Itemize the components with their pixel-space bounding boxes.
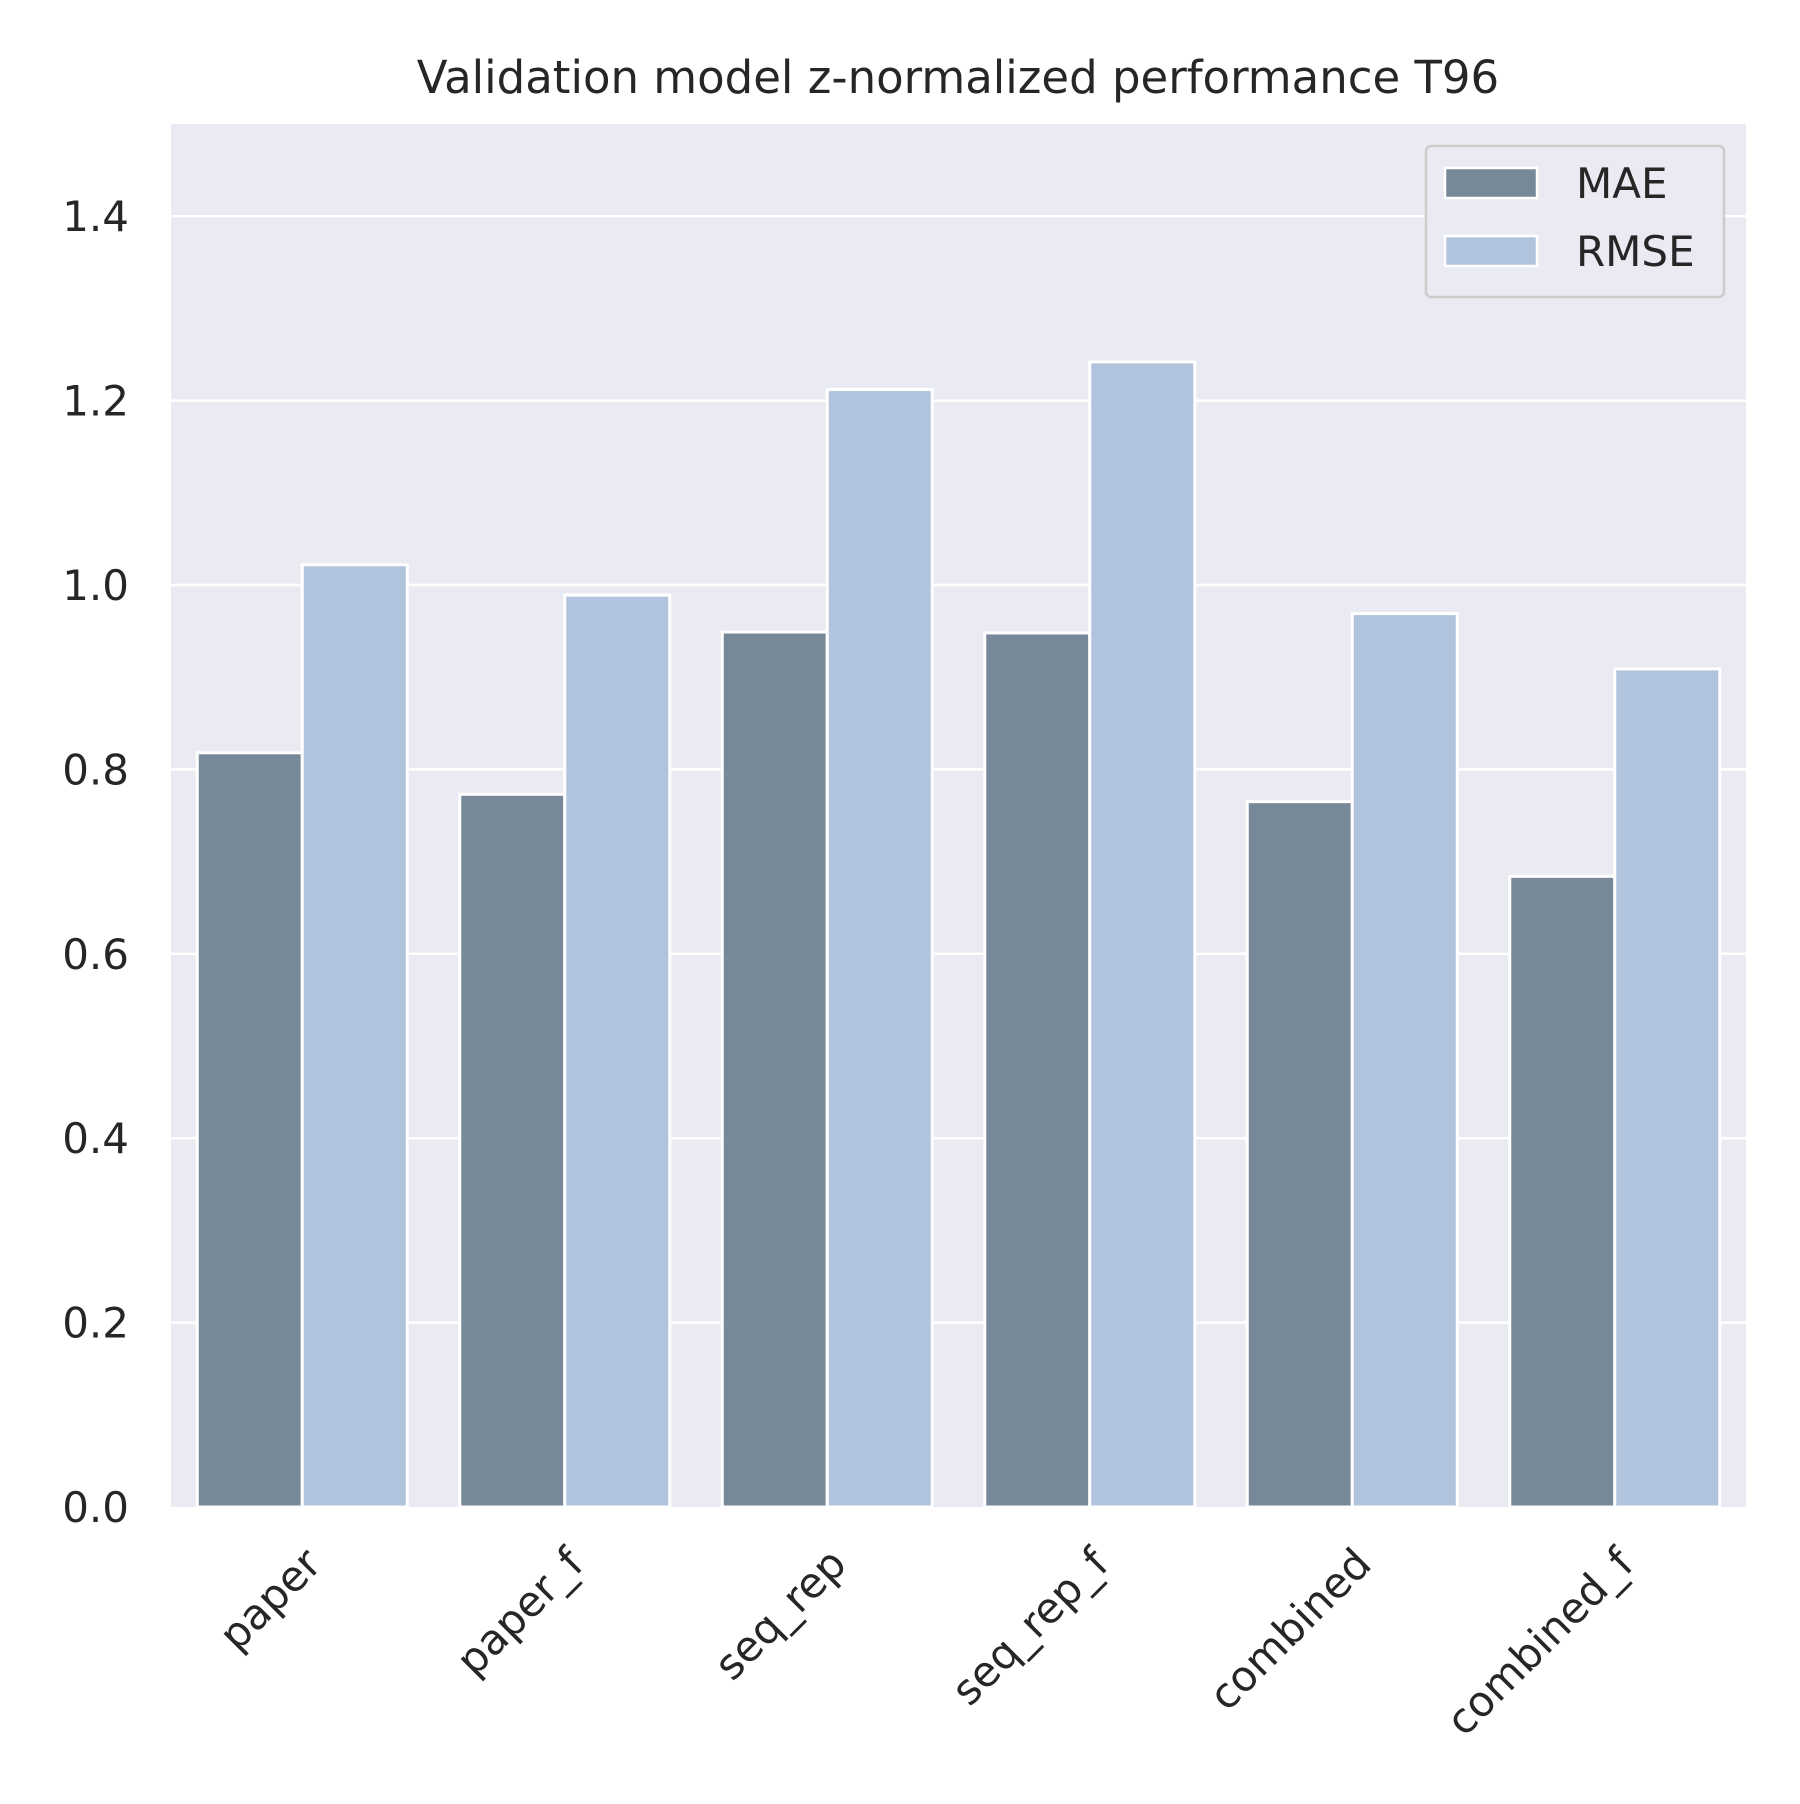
y-tick-label: 1.0: [62, 561, 129, 610]
bars: [195, 360, 1722, 1509]
y-tick-label: 1.4: [62, 192, 129, 241]
y-tick-label: 1.2: [62, 377, 129, 426]
bar-mae-seq_rep_f: [983, 631, 1092, 1509]
y-tick-label: 0.4: [62, 1114, 129, 1163]
x-tick-label: seq_rep: [705, 1539, 856, 1690]
y-tick-label: 0.0: [62, 1483, 129, 1532]
y-tick-label: 0.6: [62, 930, 129, 979]
legend: MAE RMSE: [1424, 144, 1726, 299]
bar-mae-combined: [1245, 800, 1354, 1509]
legend-swatch-mae: [1443, 166, 1539, 200]
bar-rmse-seq_rep_f: [1088, 360, 1197, 1509]
plot-area: [171, 124, 1746, 1507]
chart-title: Validation model z-normalized performanc…: [417, 51, 1499, 104]
bar-mae-seq_rep: [720, 630, 829, 1509]
x-tick-label: paper_f: [447, 1538, 594, 1685]
legend-label-rmse: RMSE: [1576, 227, 1695, 276]
legend-label-mae: MAE: [1576, 159, 1668, 208]
x-tick-label: combined: [1199, 1539, 1380, 1720]
x-tick-label: combined_f: [1437, 1538, 1644, 1745]
y-tick-label: 0.2: [62, 1299, 129, 1348]
bar-rmse-paper: [300, 563, 409, 1509]
y-tick-label: 0.8: [62, 745, 129, 794]
x-axis-ticks: paper paper_f seq_rep seq_rep_f combined comb…: [209, 1538, 1643, 1745]
bar-rmse-seq_rep: [825, 388, 934, 1509]
bar-mae-paper_f: [458, 792, 567, 1509]
bar-rmse-combined: [1350, 612, 1459, 1509]
bar-rmse-paper_f: [563, 593, 672, 1509]
bar-mae-combined_f: [1508, 874, 1617, 1509]
bar-mae-paper: [195, 751, 304, 1509]
y-axis-ticks: 0.0 0.2 0.4 0.6 0.8 1.0 1.2 1.4: [62, 192, 129, 1532]
x-tick-label: paper: [209, 1538, 331, 1660]
legend-swatch-rmse: [1443, 234, 1539, 268]
x-tick-label: seq_rep_f: [942, 1538, 1119, 1715]
bar-rmse-combined_f: [1613, 667, 1722, 1509]
